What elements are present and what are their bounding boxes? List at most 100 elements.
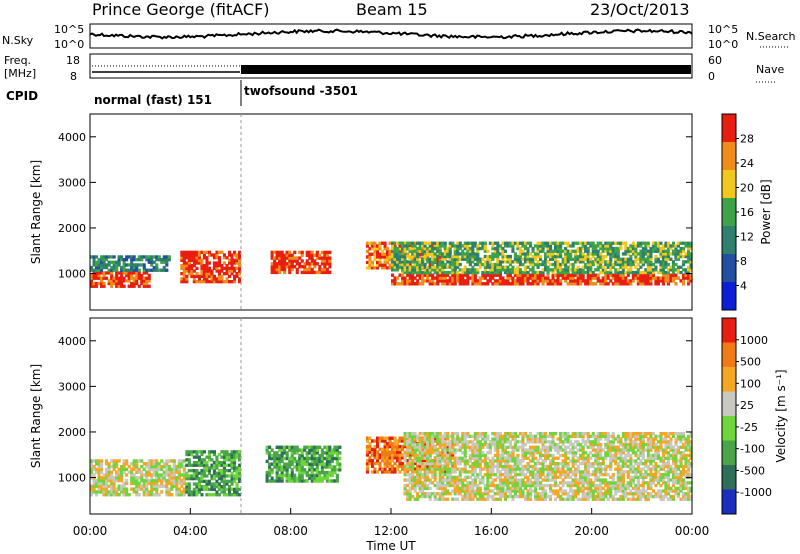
- data-cell: [646, 257, 650, 261]
- data-cell: [325, 259, 329, 263]
- data-cell: [468, 445, 472, 449]
- data-cell: [416, 453, 420, 458]
- data-cell: [431, 244, 435, 248]
- data-cell: [531, 254, 535, 259]
- data-cell: [511, 265, 515, 269]
- data-cell: [639, 270, 643, 275]
- data-cell: [185, 274, 189, 278]
- data-cell: [521, 456, 525, 460]
- data-cell: [285, 253, 289, 257]
- data-cell: [115, 260, 119, 264]
- data-cell: [202, 250, 206, 254]
- data-cell: [368, 459, 372, 463]
- data-cell: [127, 279, 131, 283]
- data-cell: [185, 490, 189, 494]
- data-cell: [501, 478, 505, 482]
- data-cell: [373, 266, 377, 270]
- data-cell: [463, 497, 467, 501]
- data-cell: [639, 254, 643, 259]
- data-cell: [152, 462, 156, 466]
- data-cell: [511, 279, 515, 283]
- data-cell: [230, 280, 234, 284]
- data-cell: [671, 262, 675, 267]
- data-cell: [659, 265, 663, 269]
- data-cell: [411, 442, 415, 447]
- data-cell: [473, 478, 477, 482]
- data-cell: [313, 454, 317, 458]
- data-cell: [486, 489, 490, 493]
- data-cell: [195, 471, 199, 475]
- data-cell: [273, 256, 277, 260]
- data-cell: [549, 262, 553, 267]
- data-cell: [483, 464, 487, 469]
- data-cell: [456, 276, 460, 280]
- data-cell: [95, 478, 99, 483]
- data-cell: [483, 268, 487, 272]
- data-cell: [659, 279, 663, 283]
- data-cell: [481, 276, 485, 280]
- data-cell: [278, 445, 282, 449]
- data-cell: [265, 479, 269, 483]
- data-cell: [175, 470, 179, 474]
- data-cell: [448, 265, 452, 269]
- data-cell: [318, 445, 322, 449]
- data-cell: [381, 436, 385, 440]
- data-cell: [569, 470, 573, 474]
- data-cell: [182, 258, 186, 262]
- data-cell: [491, 254, 495, 259]
- data-cell: [493, 453, 497, 458]
- data-cell: [368, 252, 372, 256]
- data-cell: [591, 244, 595, 248]
- data-cell: [370, 244, 374, 248]
- data-cell: [423, 448, 427, 452]
- data-cell: [586, 268, 590, 272]
- data-cell: [117, 476, 121, 480]
- data-cell: [501, 265, 505, 269]
- data-cell: [529, 494, 533, 499]
- data-cell: [616, 268, 620, 272]
- data-cell: [280, 454, 284, 458]
- data-cell: [506, 265, 510, 269]
- data-cell: [486, 442, 490, 447]
- data-cell: [393, 442, 397, 446]
- data-cell: [97, 271, 101, 275]
- data-cell: [473, 464, 477, 469]
- data-cell: [160, 258, 164, 262]
- data-cell: [105, 473, 109, 477]
- data-cell: [581, 260, 585, 264]
- data-cell: [453, 252, 457, 256]
- data-cell: [556, 241, 560, 245]
- data-cell: [576, 486, 580, 490]
- data-cell: [569, 494, 573, 499]
- data-cell: [481, 451, 485, 455]
- data-cell: [112, 268, 116, 272]
- data-cell: [120, 467, 124, 472]
- data-cell: [687, 270, 691, 275]
- data-cell: [323, 456, 327, 461]
- data-cell: [285, 262, 289, 266]
- data-cell: [574, 492, 578, 496]
- data-cell: [551, 270, 555, 275]
- data-cell: [564, 246, 568, 251]
- data-cell: [421, 265, 425, 269]
- data-cell: [544, 434, 548, 438]
- data-cell: [403, 437, 407, 441]
- data-cell: [596, 262, 600, 267]
- data-cell: [461, 451, 465, 455]
- data-cell: [564, 445, 568, 449]
- data-cell: [471, 451, 475, 455]
- data-cell: [320, 267, 324, 272]
- data-cell: [365, 461, 369, 466]
- data-cell: [431, 451, 435, 455]
- data-cell: [335, 468, 339, 472]
- data-cell: [230, 463, 234, 467]
- data-cell: [523, 442, 527, 447]
- data-cell: [172, 459, 176, 463]
- nsky-panel: N.Sky 10^5 10^0 10^5 10^0 N.Search: [2, 23, 796, 51]
- data-cell: [619, 273, 623, 277]
- data-cell: [295, 462, 299, 466]
- data-cell: [120, 487, 124, 491]
- data-cell: [433, 244, 437, 248]
- data-cell: [235, 487, 239, 491]
- data-cell: [534, 437, 538, 441]
